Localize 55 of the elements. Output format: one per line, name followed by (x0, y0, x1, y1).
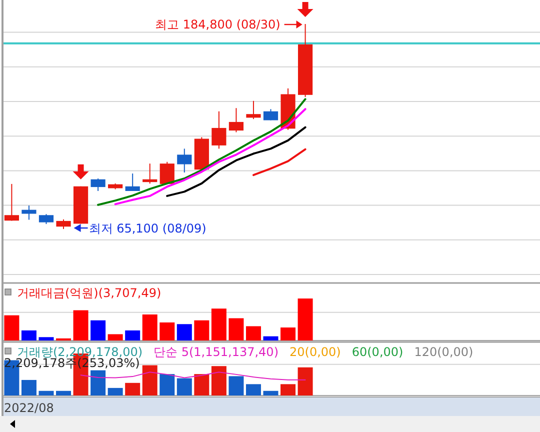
candlestick (228, 108, 244, 133)
annotation: 최고 184,800 (08/30) (155, 18, 280, 32)
candlestick (160, 161, 174, 184)
bar (38, 390, 54, 396)
chart-title: 거래대금(억원)(3,707,49) (17, 286, 162, 300)
bar (211, 366, 226, 396)
candlestick (142, 163, 158, 184)
chart-title: 거래량(2,209,178,00) (17, 345, 143, 359)
bar (108, 334, 123, 340)
bar (125, 330, 140, 340)
bar (176, 324, 192, 340)
bar (280, 327, 296, 340)
bar (298, 367, 313, 396)
legend-label: 120(0,00) (414, 345, 474, 359)
candlestick (125, 173, 140, 192)
series-label: 단순 5(1,151,137,40) (154, 345, 278, 359)
bar (125, 382, 140, 396)
bar (263, 390, 278, 396)
candlestick (56, 218, 71, 230)
bar (142, 365, 158, 396)
bar (211, 308, 226, 340)
candlestick (38, 214, 54, 225)
candlestick (90, 178, 106, 192)
bar (4, 315, 20, 340)
bar (176, 378, 192, 396)
bar (90, 320, 106, 340)
candlestick (212, 110, 226, 150)
bar (142, 314, 158, 340)
bar (228, 318, 244, 340)
candlestick (22, 205, 36, 220)
bar (21, 330, 36, 340)
bar (263, 336, 278, 340)
candlestick (177, 148, 192, 173)
bar (38, 337, 54, 340)
bar (194, 320, 210, 340)
bar (56, 390, 72, 396)
candlestick (246, 100, 261, 120)
candlestick (4, 183, 19, 222)
bar (21, 380, 36, 396)
annotation: 최저 65,100 (08/09) (88, 222, 206, 236)
bar (108, 388, 123, 396)
legend-label: 20(0,00) (290, 345, 341, 359)
bar (246, 384, 261, 396)
bar (280, 384, 296, 396)
bar (90, 370, 106, 396)
bar (194, 374, 210, 396)
bar (298, 298, 313, 340)
bar (228, 376, 244, 396)
bar (160, 322, 175, 340)
x-axis-title: 2022/08 (4, 401, 54, 415)
bar (246, 326, 261, 340)
bar (160, 374, 175, 396)
legend-label: 60(0,00) (352, 345, 404, 359)
bar (73, 310, 88, 340)
date-strip: 2022/08 (3, 397, 540, 416)
